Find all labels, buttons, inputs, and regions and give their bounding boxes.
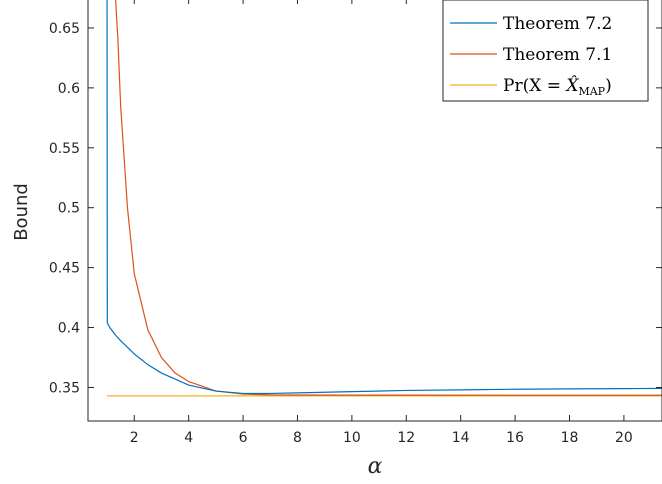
- x-tick-label: 8: [293, 430, 302, 446]
- series-line-theorem-7-2: [106, 0, 662, 395]
- legend-label-theorem-7-2: Theorem 7.2: [503, 14, 612, 34]
- y-tick-label: 0.6: [58, 81, 80, 97]
- legend-label-theorem-7-1: Theorem 7.1: [503, 45, 612, 65]
- x-tick-label: 10: [343, 430, 361, 446]
- legend: Theorem 7.2 Theorem 7.1 Pr(X = X̂MAP): [442, 0, 649, 102]
- x-axis-label: α: [368, 454, 383, 479]
- x-tick-label: 18: [561, 430, 579, 446]
- x-tick-label: 12: [397, 430, 415, 446]
- legend-box: [442, 0, 649, 102]
- x-tick-label: 20: [615, 430, 633, 446]
- x-tick-label: 6: [239, 430, 248, 446]
- y-tick-label: 0.45: [49, 261, 80, 277]
- y-tick-label: 0.65: [49, 21, 80, 37]
- legend-pr-symbol: X̂: [564, 76, 579, 96]
- x-tick-label: 16: [506, 430, 524, 446]
- legend-label-pr-map: Pr(X = X̂MAP): [503, 76, 612, 98]
- x-tick-label: 14: [452, 430, 470, 446]
- x-tick-label: 2: [130, 430, 139, 446]
- y-tick-label: 0.4: [58, 321, 80, 337]
- y-tick-label: 0.5: [58, 201, 80, 217]
- y-axis-label: Bound: [11, 183, 32, 241]
- y-tick-label: 0.55: [49, 141, 80, 157]
- series-line-theorem-7-1: [115, 0, 662, 396]
- y-tick-label: 0.35: [49, 380, 80, 396]
- legend-pr-prefix: Pr(X =: [503, 76, 566, 96]
- plot-area-box: [87, 0, 662, 422]
- legend-pr-suffix: ): [605, 76, 612, 96]
- legend-pr-subscript: MAP: [578, 85, 605, 98]
- x-tick-label: 4: [184, 430, 193, 446]
